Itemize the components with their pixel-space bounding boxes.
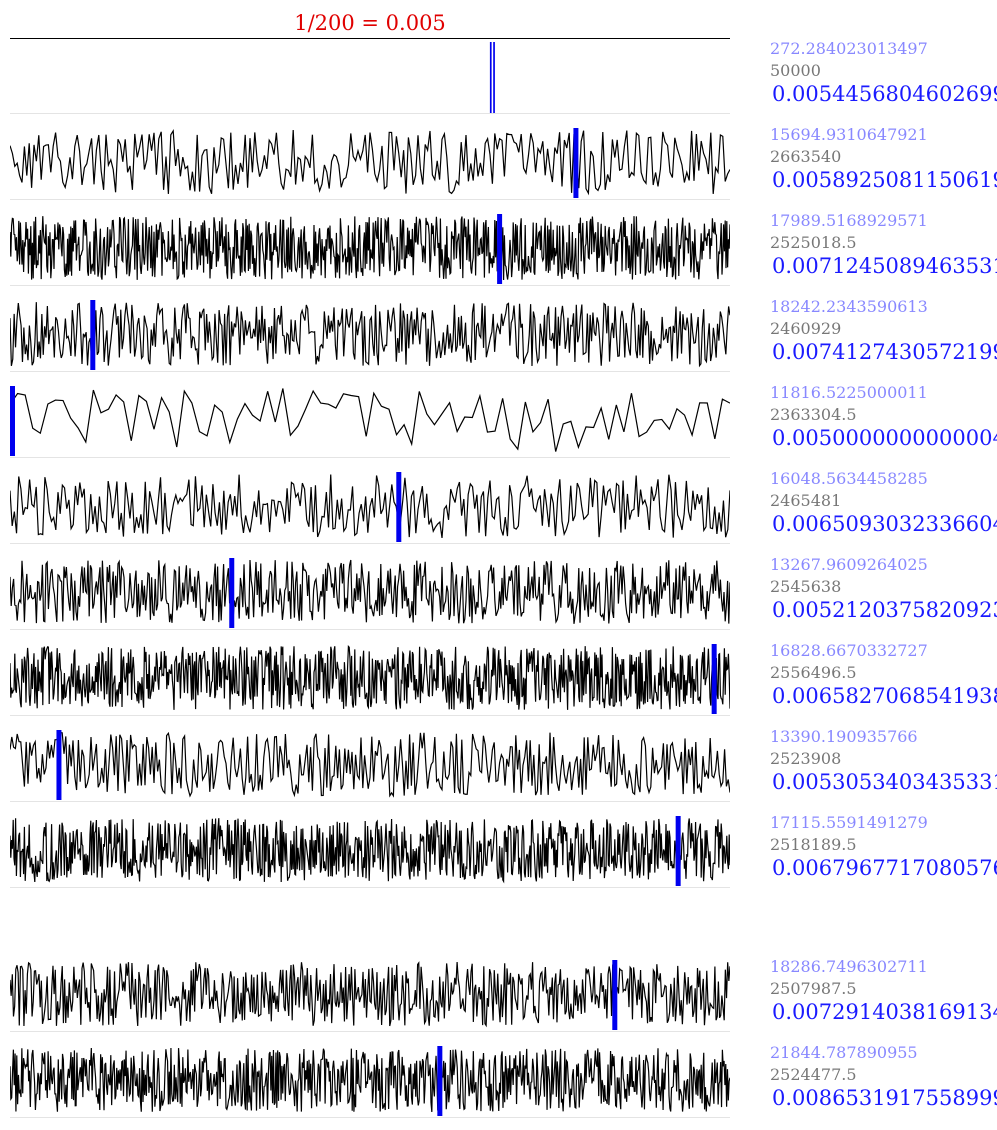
panel-baseline [10,801,730,802]
panel-baseline [10,715,730,716]
label-mid: 2545638 [770,577,842,596]
trace-line [10,474,730,538]
marker-line [229,558,235,628]
trace-panel: 18242.2343590613 2460929 0.007412743057219… [0,298,997,384]
label-top: 16828.6670332727 [770,641,928,660]
trace-panel: 13267.9609264025 2545638 0.005212037582092… [0,556,997,642]
label-mid: 2507987.5 [770,979,857,998]
trace-line [10,818,730,884]
trace-svg [10,300,730,370]
label-value: 0.0071245089463531 [772,254,997,278]
label-value: 0.00521203758209239 [772,598,997,622]
label-top: 15694.9310647921 [770,125,928,144]
label-value: 0.00650930323366049 [772,512,997,536]
trace-panel: 13390.190935766 2523908 0.0053053403435331… [0,728,997,814]
label-mid: 2524477.5 [770,1065,857,1084]
trace-panel: 11816.5225000011 2363304.5 0.0050000000000… [0,384,997,470]
trace-svg [10,558,730,628]
trace-svg [489,42,495,114]
trace-svg [10,960,730,1030]
trace-panel: 17989.5168929571 2525018.5 0.0071245089463… [0,212,997,298]
label-top: 18286.7496302711 [770,957,928,976]
marker-line [612,960,618,1030]
trace-svg [10,644,730,714]
marker-line [675,816,681,886]
trace-svg [10,214,730,284]
marker-line [396,472,402,542]
label-mid: 50000 [770,61,821,80]
trace-line [10,128,730,196]
trace-svg [10,816,730,886]
panel-baseline [10,629,730,630]
label-value: 0.00530534034353313 [772,770,997,794]
label-value: 0.00865319175589998 [772,1086,997,1110]
label-value: 0.00658270685419388 [772,684,997,708]
trace-svg [10,730,730,800]
label-mid: 2663540 [770,147,842,166]
trace-line [10,731,730,798]
label-top: 11816.5225000011 [770,383,928,402]
marker-line [437,1046,443,1116]
trace-line [10,388,730,452]
panel-baseline [10,285,730,286]
marker-highlight [491,42,494,114]
trace-svg [10,1046,730,1116]
label-value: 0.00500000000000047 [772,426,997,450]
marker-line [56,730,62,800]
label-value: 0.00741274305721998 [772,340,997,364]
label-value: 0.00544568046026994 [772,82,997,106]
trace-panel: 272.284023013497 50000 0.00544568046026994 [0,40,997,126]
trace-line [10,961,730,1028]
label-mid: 2525018.5 [770,233,857,252]
panel-baseline [10,199,730,200]
label-mid: 2518189.5 [770,835,857,854]
trace-panel: 15694.9310647921 2663540 0.005892508115061… [0,126,997,212]
label-value: 0.00679677170805768 [772,856,997,880]
trace-line [10,302,730,368]
label-top: 18242.2343590613 [770,297,928,316]
label-top: 13267.9609264025 [770,555,928,574]
marker-line [10,386,15,456]
panel-baseline [10,371,730,372]
trace-svg [10,386,730,456]
panel-baseline [10,457,730,458]
label-top: 21844.787890955 [770,1043,918,1062]
label-value: 0.00589250811506196 [772,168,997,192]
label-top: 13390.190935766 [770,727,918,746]
trace-svg [10,128,730,198]
marker-line [497,214,503,284]
chart-title: 1/200 = 0.005 [294,11,446,35]
panel-baseline [10,1117,730,1118]
label-mid: 2523908 [770,749,842,768]
label-top: 272.284023013497 [770,39,928,58]
label-mid: 2556496.5 [770,663,857,682]
label-top: 16048.5634458285 [770,469,928,488]
panel-baseline [10,113,730,114]
panel-baseline [10,887,730,888]
trace-line [10,559,730,624]
trace-line [10,645,730,710]
label-mid: 2465481 [770,491,842,510]
trace-panel: 16048.5634458285 2465481 0.006509303233660… [0,470,997,556]
marker-line [573,128,579,198]
panel-baseline [10,543,730,544]
trace-line [10,216,730,281]
top-axis-line [10,38,730,39]
trace-panel: 16828.6670332727 2556496.5 0.0065827068541… [0,642,997,728]
trace-svg [10,472,730,542]
label-mid: 2460929 [770,319,842,338]
marker-line [711,644,717,714]
marker-line [90,300,96,370]
trace-line [10,1048,730,1113]
label-value: 0.0072914038169134 [772,1000,997,1024]
label-top: 17115.5591491279 [770,813,928,832]
trace-panel: 18286.7496302711 2507987.5 0.0072914038169… [0,958,997,1044]
trace-panel: 21844.787890955 2524477.5 0.00865319175589… [0,1044,997,1130]
panel-baseline [10,1031,730,1032]
label-top: 17989.5168929571 [770,211,928,230]
label-mid: 2363304.5 [770,405,857,424]
trace-panel: 17115.5591491279 2518189.5 0.0067967717080… [0,814,997,900]
